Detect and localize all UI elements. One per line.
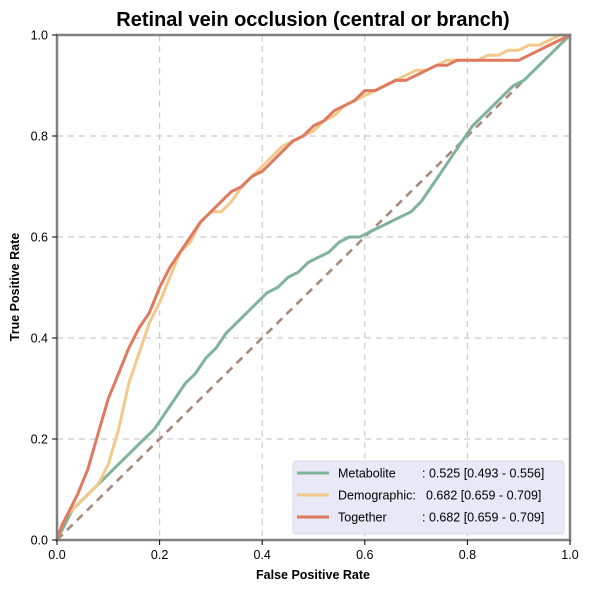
legend-box bbox=[292, 460, 565, 535]
tick-layer: 0.0 0.2 0.4 0.6 0.8 1.0 0.0 0.2 0.4 0.6 0.8 1.0 bbox=[31, 29, 579, 563]
y-tick-label: 0.8 bbox=[31, 130, 48, 144]
x-axis-label: False Positive Rate bbox=[256, 568, 370, 582]
series-line-metabolite bbox=[55, 33, 572, 542]
legend-label-value: 0.682 [0.659 - 0.709] bbox=[426, 489, 541, 503]
chart-title: Retinal vein occlusion (central or branc… bbox=[116, 9, 509, 31]
legend: Metabolite : 0.525 [0.493 - 0.556] Demogra… bbox=[292, 460, 565, 535]
diagonal-reference-line bbox=[56, 34, 571, 541]
y-tick-label: 0.0 bbox=[31, 534, 48, 548]
grid-lines bbox=[57, 35, 570, 540]
series-layer bbox=[55, 33, 572, 542]
y-axis-label: True Positive Rate bbox=[8, 233, 22, 341]
legend-label-value: : 0.525 [0.493 - 0.556] bbox=[422, 467, 544, 481]
legend-label-name: Metabolite bbox=[338, 467, 396, 481]
x-tick-label: 0.8 bbox=[459, 548, 476, 562]
y-tick-label: 0.2 bbox=[31, 433, 48, 447]
legend-label-value: : 0.682 [0.659 - 0.709] bbox=[422, 511, 544, 525]
y-tick-label: 0.4 bbox=[31, 332, 48, 346]
plot-frame bbox=[55, 33, 572, 542]
legend-label-name: Demographic: bbox=[338, 489, 416, 503]
y-tick-label: 1.0 bbox=[31, 29, 48, 43]
series-line-demographic bbox=[55, 33, 572, 542]
y-tick-label: 0.6 bbox=[31, 231, 48, 245]
x-tick-label: 0.0 bbox=[48, 548, 65, 562]
x-tick-label: 0.2 bbox=[151, 548, 168, 562]
series-line-together bbox=[55, 33, 572, 542]
x-tick-label: 0.6 bbox=[356, 548, 373, 562]
x-tick-label: 0.4 bbox=[254, 548, 271, 562]
legend-label-name: Together bbox=[338, 511, 387, 525]
x-tick-label: 1.0 bbox=[561, 548, 578, 562]
